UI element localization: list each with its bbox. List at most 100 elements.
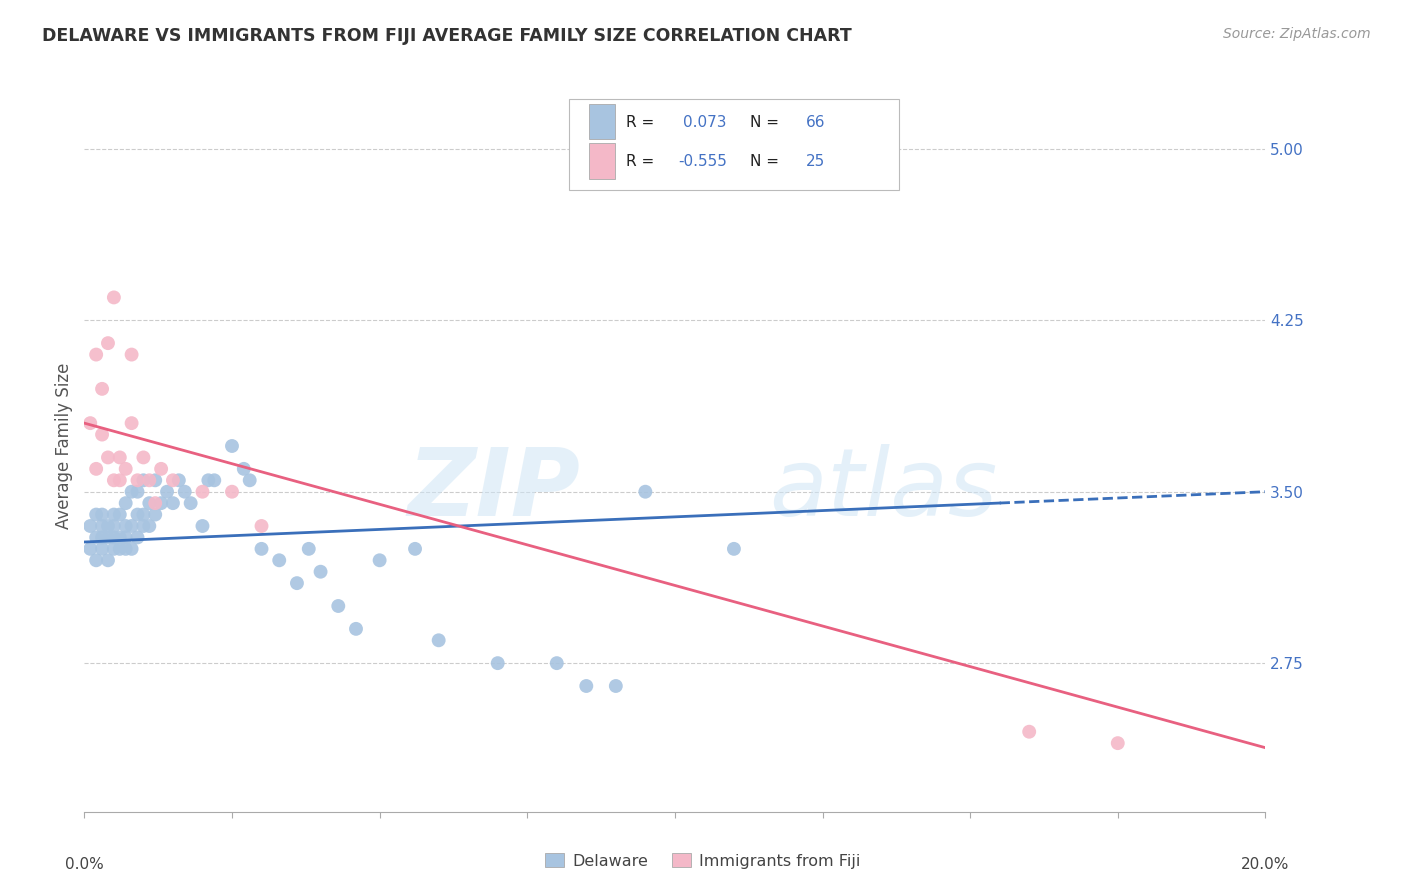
Point <box>693 153 716 168</box>
Point <box>250 541 273 556</box>
Point <box>150 462 173 476</box>
Point <box>138 519 160 533</box>
Point <box>108 473 131 487</box>
Point <box>221 439 243 453</box>
Point <box>138 473 160 487</box>
Text: 0.073: 0.073 <box>683 115 727 129</box>
Point <box>114 519 136 533</box>
Point <box>1018 724 1040 739</box>
Point <box>91 541 114 556</box>
Point <box>108 530 131 544</box>
Point <box>173 484 195 499</box>
Text: R =: R = <box>627 115 655 129</box>
Point <box>143 473 166 487</box>
Point <box>143 508 166 522</box>
Point <box>114 541 136 556</box>
Point <box>191 484 214 499</box>
Point <box>108 450 131 465</box>
Point <box>634 484 657 499</box>
Point <box>486 656 509 670</box>
Point <box>84 348 107 362</box>
Point <box>1107 736 1129 750</box>
Point <box>156 484 179 499</box>
FancyBboxPatch shape <box>589 144 614 178</box>
Text: Source: ZipAtlas.com: Source: ZipAtlas.com <box>1223 27 1371 41</box>
Point <box>79 541 101 556</box>
Point <box>344 622 367 636</box>
Point <box>108 541 131 556</box>
Text: N =: N = <box>751 154 779 169</box>
Point <box>103 508 125 522</box>
Point <box>97 553 120 567</box>
Point <box>121 416 143 430</box>
FancyBboxPatch shape <box>568 99 900 190</box>
Text: 66: 66 <box>806 115 825 129</box>
Point <box>162 496 184 510</box>
Point <box>91 382 114 396</box>
Point <box>127 484 149 499</box>
FancyBboxPatch shape <box>589 103 614 139</box>
Point <box>309 565 332 579</box>
Point <box>103 519 125 533</box>
Point <box>121 541 143 556</box>
Text: 20.0%: 20.0% <box>1241 857 1289 872</box>
Point <box>167 473 190 487</box>
Point <box>232 462 254 476</box>
Point <box>328 599 350 613</box>
Point <box>121 519 143 533</box>
Point <box>197 473 219 487</box>
Point <box>103 530 125 544</box>
Point <box>162 473 184 487</box>
Point <box>127 508 149 522</box>
Point <box>97 450 120 465</box>
Point <box>127 530 149 544</box>
Text: DELAWARE VS IMMIGRANTS FROM FIJI AVERAGE FAMILY SIZE CORRELATION CHART: DELAWARE VS IMMIGRANTS FROM FIJI AVERAGE… <box>42 27 852 45</box>
Y-axis label: Average Family Size: Average Family Size <box>55 363 73 529</box>
Point <box>191 519 214 533</box>
Point <box>368 553 391 567</box>
Legend: Delaware, Immigrants from Fiji: Delaware, Immigrants from Fiji <box>538 847 868 875</box>
Point <box>202 473 225 487</box>
Point <box>84 462 107 476</box>
Point <box>97 530 120 544</box>
Text: 0.0%: 0.0% <box>65 857 104 872</box>
Point <box>114 530 136 544</box>
Point <box>103 290 125 304</box>
Point <box>298 541 321 556</box>
Point <box>180 496 202 510</box>
Point <box>114 496 136 510</box>
Point <box>664 164 686 178</box>
Point <box>150 496 173 510</box>
Point <box>605 679 627 693</box>
Point <box>121 484 143 499</box>
Point <box>97 336 120 351</box>
Point <box>132 508 155 522</box>
Point <box>404 541 426 556</box>
Point <box>91 427 114 442</box>
Point <box>84 553 107 567</box>
Point <box>269 553 291 567</box>
Point <box>546 656 568 670</box>
Point <box>103 541 125 556</box>
Text: 25: 25 <box>806 154 825 169</box>
Point <box>108 508 131 522</box>
Point <box>84 508 107 522</box>
Point <box>97 519 120 533</box>
Point <box>91 519 114 533</box>
Point <box>132 473 155 487</box>
Text: -0.555: -0.555 <box>679 154 727 169</box>
Point <box>250 519 273 533</box>
Point <box>114 462 136 476</box>
Point <box>143 496 166 510</box>
Point <box>132 519 155 533</box>
Point <box>91 508 114 522</box>
Text: N =: N = <box>751 115 779 129</box>
Point <box>132 450 155 465</box>
Point <box>221 484 243 499</box>
Text: ZIP: ZIP <box>408 444 581 536</box>
Point <box>91 530 114 544</box>
Point <box>79 519 101 533</box>
Point <box>121 348 143 362</box>
Point <box>127 473 149 487</box>
Point <box>138 496 160 510</box>
